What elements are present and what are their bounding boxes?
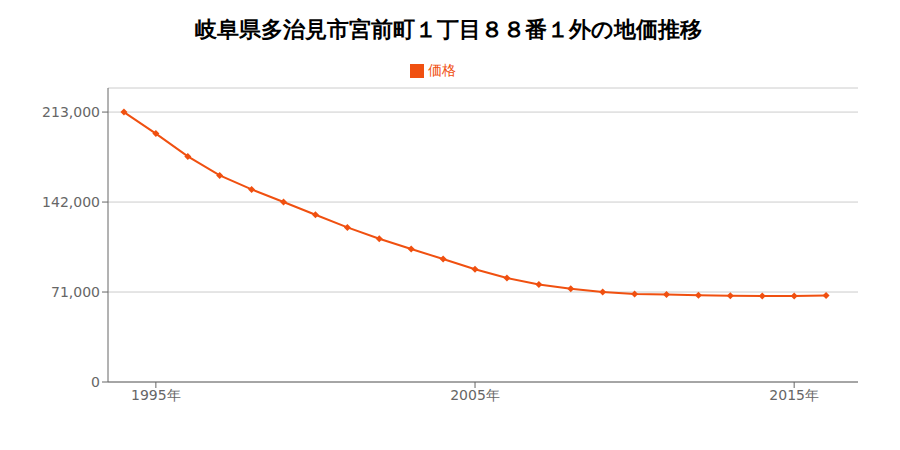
svg-text:0: 0 (91, 374, 100, 390)
svg-text:142,000: 142,000 (42, 194, 100, 210)
svg-text:71,000: 71,000 (51, 284, 100, 300)
svg-text:1995年: 1995年 (131, 387, 181, 403)
svg-text:2005年: 2005年 (450, 387, 500, 403)
svg-text:213,000: 213,000 (42, 104, 100, 120)
html-text:価格: 価格 (428, 62, 456, 78)
svg-text:2015年: 2015年 (769, 387, 819, 403)
html-text:岐阜県多治見市宮前町１丁目８８番１外の地価推移: 岐阜県多治見市宮前町１丁目８８番１外の地価推移 (194, 17, 702, 42)
